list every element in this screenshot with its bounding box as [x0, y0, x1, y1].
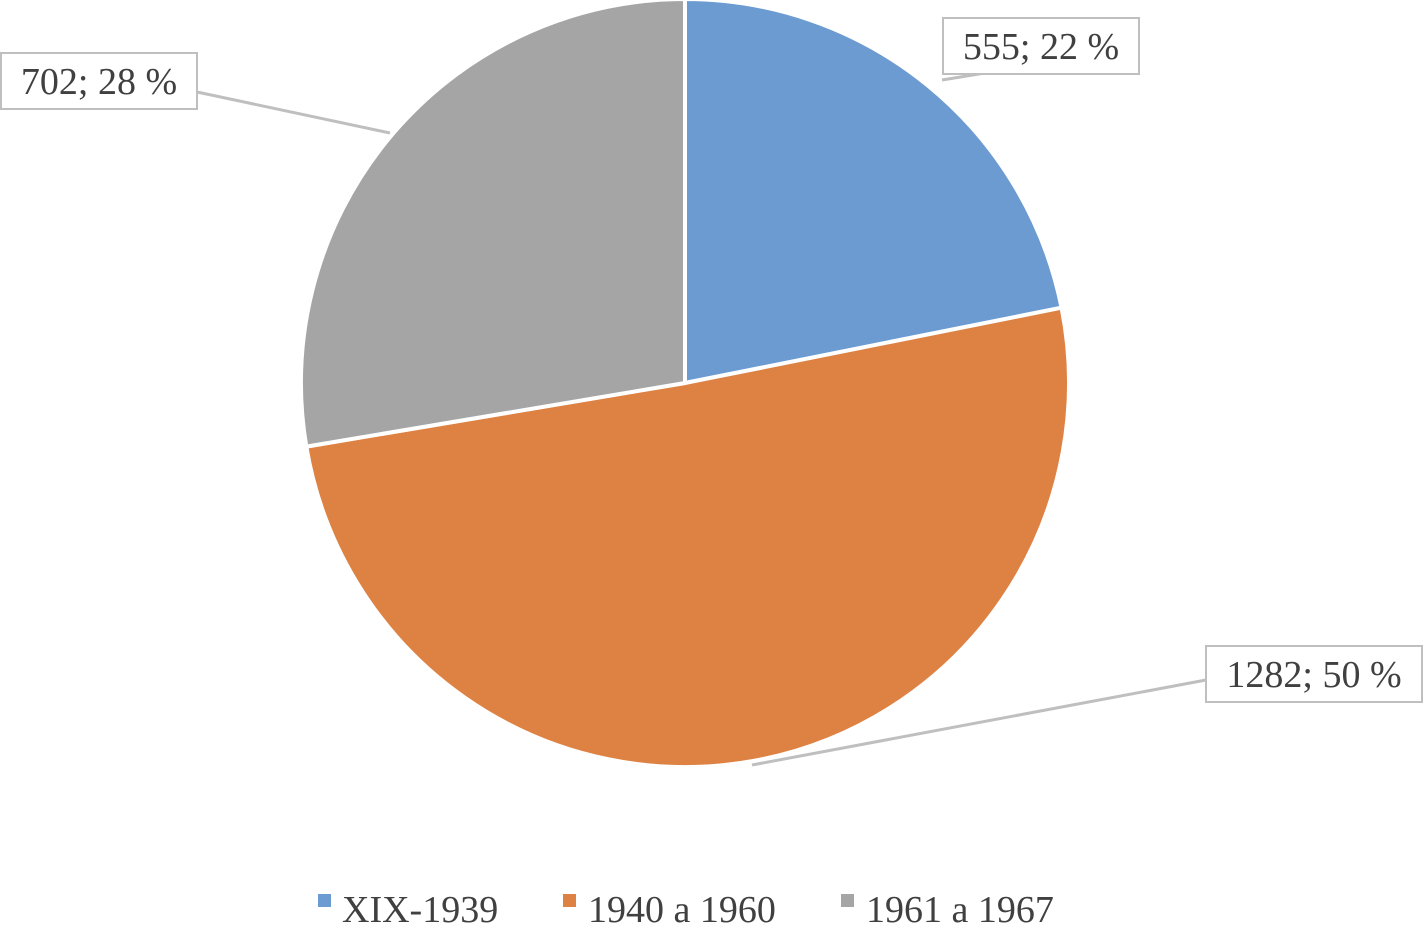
data-labels-layer: 555; 22 % 1282; 50 % 702; 28 % [0, 17, 1423, 703]
data-label-2: 1282; 50 % [1226, 654, 1401, 696]
data-label-3: 702; 28 % [21, 61, 177, 103]
legend-swatch-2 [563, 894, 576, 907]
legend-label-3: 1961 a 1967 [866, 889, 1054, 925]
data-label-box-1 [942, 17, 1140, 75]
data-label-1: 555; 22 % [963, 26, 1119, 68]
slices-layer [299, 0, 1071, 770]
legend-label-1: XIX-1939 [342, 889, 498, 925]
legend-swatch-1 [318, 894, 331, 907]
leader-line-2 [751, 678, 1207, 767]
data-label-box-2 [1205, 645, 1423, 703]
leader-line-3 [196, 90, 391, 135]
legend-label-2: 1940 a 1960 [588, 889, 776, 925]
legend: XIX-1939 1940 a 1960 1961 a 1967 [318, 889, 1054, 930]
pie-slice-3 [299, 0, 687, 449]
legend-swatch-3 [841, 894, 854, 907]
data-label-box-3 [0, 52, 198, 110]
pie-slice-1 [683, 0, 1064, 385]
pie-slice-2 [304, 305, 1071, 770]
